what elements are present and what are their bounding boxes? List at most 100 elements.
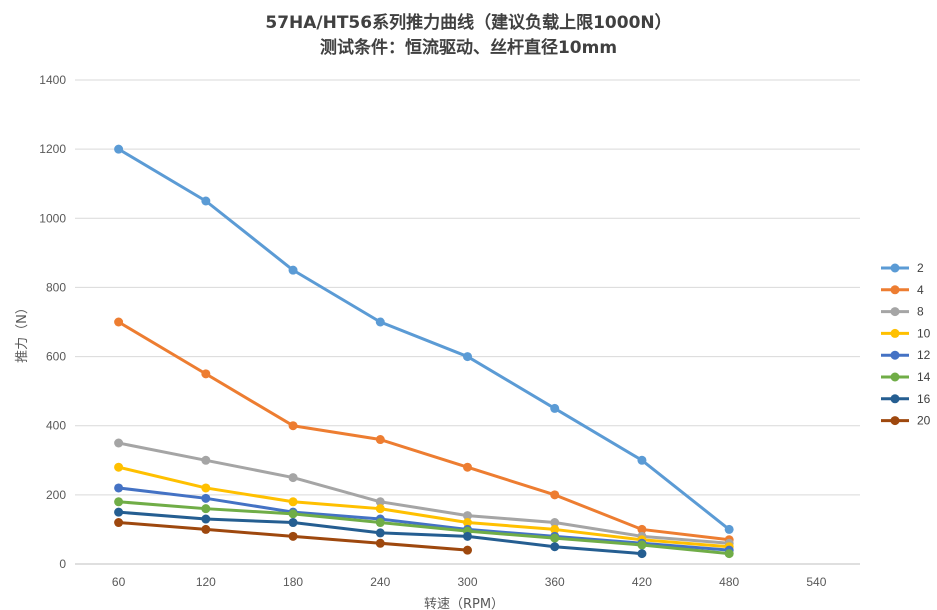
y-tick-label: 600 — [46, 350, 66, 364]
data-point — [201, 524, 211, 534]
legend-item: 8 — [881, 305, 924, 319]
data-point — [201, 493, 211, 503]
data-point — [375, 538, 385, 548]
series-line — [117, 320, 731, 542]
legend-swatch-marker — [890, 285, 900, 295]
legend-label: 16 — [917, 392, 931, 406]
series-20 — [114, 518, 472, 555]
series-10 — [114, 462, 734, 552]
data-point — [463, 462, 472, 472]
data-point — [201, 483, 211, 493]
x-tick-label: 300 — [457, 575, 477, 589]
data-point — [375, 317, 385, 327]
data-point — [288, 509, 298, 519]
data-point — [201, 196, 211, 206]
data-point — [637, 455, 647, 465]
data-point — [288, 518, 298, 528]
data-point — [375, 504, 385, 514]
legend-label: 12 — [917, 348, 931, 362]
y-tick-label: 400 — [46, 419, 66, 433]
x-tick-label: 480 — [719, 575, 739, 589]
data-point — [288, 531, 298, 541]
data-point — [550, 518, 560, 528]
data-point — [550, 533, 560, 543]
legend-label: 4 — [917, 283, 924, 297]
series-4 — [114, 317, 734, 545]
data-point — [114, 144, 124, 154]
data-point — [375, 528, 385, 538]
y-tick-label: 1000 — [39, 211, 66, 225]
legend-swatch-marker — [890, 350, 900, 360]
y-axis-title: 推力（N） — [15, 301, 30, 363]
y-tick-label: 200 — [46, 488, 66, 502]
legend-swatch-marker — [890, 372, 900, 382]
data-point — [724, 549, 734, 559]
legend-item: 4 — [881, 283, 924, 297]
chart-title: 57HA/HT56系列推力曲线（建议负载上限1000N） — [265, 13, 672, 33]
y-tick-label: 1200 — [39, 142, 66, 156]
data-point — [114, 497, 124, 507]
x-tick-label: 120 — [196, 575, 216, 589]
legend-item: 10 — [881, 326, 931, 340]
data-point — [375, 518, 385, 528]
data-point — [114, 462, 124, 472]
data-point — [637, 540, 647, 550]
data-point — [114, 483, 124, 493]
data-point — [463, 531, 472, 541]
data-point — [201, 369, 211, 379]
data-point — [550, 403, 560, 413]
legend-swatch-marker — [890, 263, 900, 273]
y-axis-ticks: 0 200 400 600 800 1000 1200 1400 — [39, 73, 66, 571]
data-point — [463, 511, 472, 521]
legend-label: 14 — [917, 370, 931, 384]
legend: 2 4 8 10 12 14 16 20 — [881, 261, 931, 428]
data-point — [550, 542, 560, 552]
data-point — [375, 497, 385, 507]
series-line — [117, 500, 731, 556]
legend-label: 10 — [917, 326, 931, 340]
data-point — [637, 549, 647, 559]
data-point — [550, 524, 560, 534]
legend-item: 12 — [881, 348, 931, 362]
x-tick-label: 240 — [370, 575, 390, 589]
gridlines — [75, 79, 860, 565]
data-point — [288, 265, 298, 275]
data-point — [550, 490, 560, 500]
x-tick-label: 540 — [806, 575, 826, 589]
legend-swatch-marker — [890, 307, 900, 317]
series-14 — [114, 497, 734, 559]
legend-swatch-marker — [890, 394, 900, 404]
series-line — [117, 465, 731, 549]
data-point — [114, 518, 124, 528]
data-point — [114, 438, 124, 448]
y-tick-label: 0 — [59, 557, 66, 571]
data-point — [114, 507, 124, 517]
series-line — [117, 441, 731, 545]
legend-item: 14 — [881, 370, 931, 384]
series-16 — [114, 507, 647, 559]
x-tick-label: 180 — [283, 575, 303, 589]
series-line — [117, 147, 731, 531]
legend-label: 20 — [917, 414, 931, 428]
data-point — [637, 524, 647, 534]
series-2 — [114, 144, 734, 534]
data-point — [288, 497, 298, 507]
data-point — [114, 317, 124, 327]
legend-label: 2 — [917, 261, 924, 275]
x-tick-label: 420 — [632, 575, 652, 589]
x-tick-label: 60 — [112, 575, 126, 589]
x-tick-label: 360 — [545, 575, 565, 589]
data-point — [724, 524, 734, 534]
data-point — [463, 352, 472, 362]
x-axis-title: 转速（RPM） — [424, 597, 504, 610]
legend-swatch-marker — [890, 328, 900, 338]
data-point — [375, 435, 385, 445]
legend-item: 16 — [881, 392, 931, 406]
series-lines — [114, 144, 734, 559]
data-point — [288, 421, 298, 431]
data-point — [201, 504, 211, 514]
y-tick-label: 800 — [46, 280, 66, 294]
chart-subtitle: 测试条件：恒流驱动、丝杆直径10mm — [319, 38, 618, 58]
x-axis-ticks: 60 120 180 240 300 360 420 480 540 — [112, 575, 827, 589]
